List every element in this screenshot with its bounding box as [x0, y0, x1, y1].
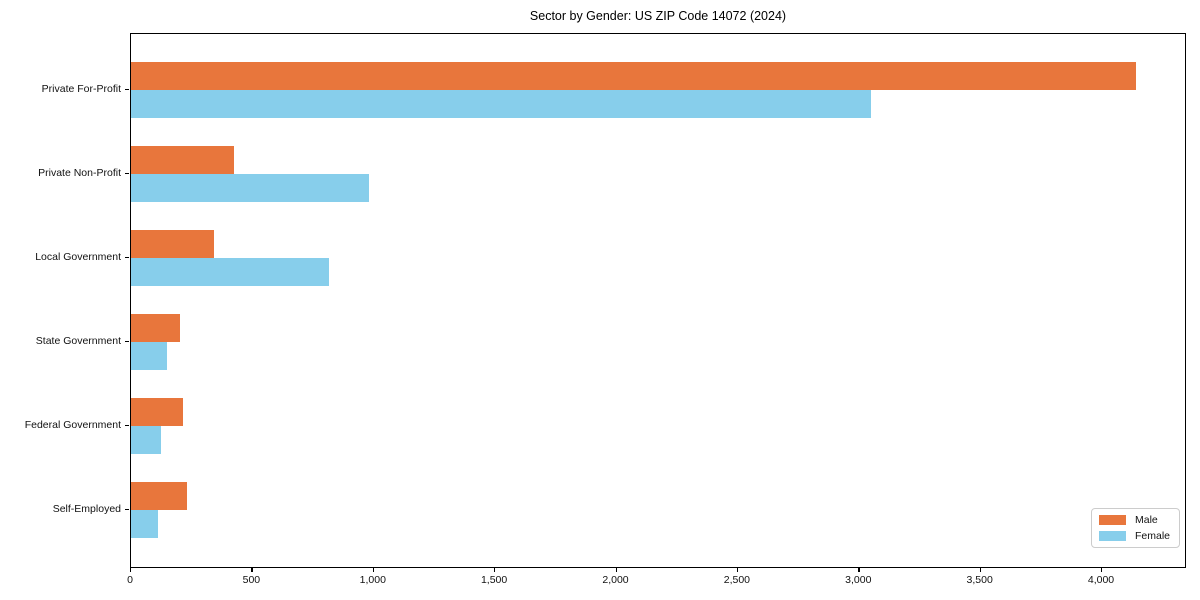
y-tick-mark: [125, 89, 129, 91]
x-tick-mark: [1101, 568, 1103, 572]
x-tick-mark: [858, 568, 860, 572]
y-tick-label: Private Non-Profit: [38, 167, 121, 179]
bar-male-self-employed: [131, 482, 187, 510]
x-tick-label: 500: [242, 574, 261, 586]
bar-male-private-for-profit: [131, 62, 1136, 90]
bar-male-federal-government: [131, 398, 184, 426]
y-tick-label: Local Government: [35, 251, 121, 263]
y-tick-label: State Government: [35, 335, 121, 347]
bar-female-private-non-profit: [131, 174, 369, 202]
legend-label: Female: [1135, 530, 1171, 542]
bar-female-state-government: [131, 342, 168, 370]
x-tick-mark: [615, 568, 617, 572]
y-tick-label: Self-Employed: [52, 503, 121, 515]
bar-male-local-government: [131, 230, 214, 258]
chart-title: Sector by Gender: US ZIP Code 14072 (202…: [529, 9, 787, 23]
legend-item-male: Male: [1099, 514, 1170, 526]
x-tick-mark: [494, 568, 496, 572]
x-tick-label: 0: [127, 574, 133, 586]
x-tick-mark: [130, 568, 132, 572]
legend-label: Male: [1135, 514, 1158, 526]
bar-male-private-non-profit: [131, 146, 235, 174]
y-tick-mark: [125, 341, 129, 343]
bar-female-federal-government: [131, 426, 162, 454]
x-tick-mark: [372, 568, 375, 572]
x-tick-mark: [979, 568, 981, 572]
bar-female-local-government: [131, 258, 329, 286]
y-tick-label: Federal Government: [24, 419, 121, 431]
y-tick-mark: [125, 257, 129, 259]
x-tick-label: 3,500: [966, 574, 993, 586]
bar-female-private-for-profit: [131, 90, 872, 118]
x-tick-label: 2,000: [602, 574, 629, 586]
bar-female-self-employed: [131, 510, 158, 538]
legend: Male Female: [1091, 508, 1181, 548]
y-tick-label: Private For-Profit: [41, 83, 121, 95]
x-tick-label: 4,000: [1087, 574, 1115, 586]
bar-male-state-government: [131, 314, 180, 342]
plot-area: Male Female: [130, 33, 1186, 568]
y-tick-mark: [125, 173, 129, 175]
legend-swatch-female: [1099, 531, 1126, 541]
x-tick-label: 1,500: [480, 574, 508, 586]
x-tick-mark: [251, 568, 253, 572]
x-tick-label: 1,000: [359, 574, 386, 586]
legend-item-female: Female: [1099, 530, 1170, 542]
x-tick-label: 3,000: [845, 574, 872, 586]
legend-swatch-male: [1099, 515, 1126, 525]
x-tick-label: 2,500: [723, 574, 751, 586]
y-tick-mark: [125, 425, 129, 427]
y-tick-mark: [125, 509, 129, 511]
x-tick-mark: [736, 568, 739, 572]
